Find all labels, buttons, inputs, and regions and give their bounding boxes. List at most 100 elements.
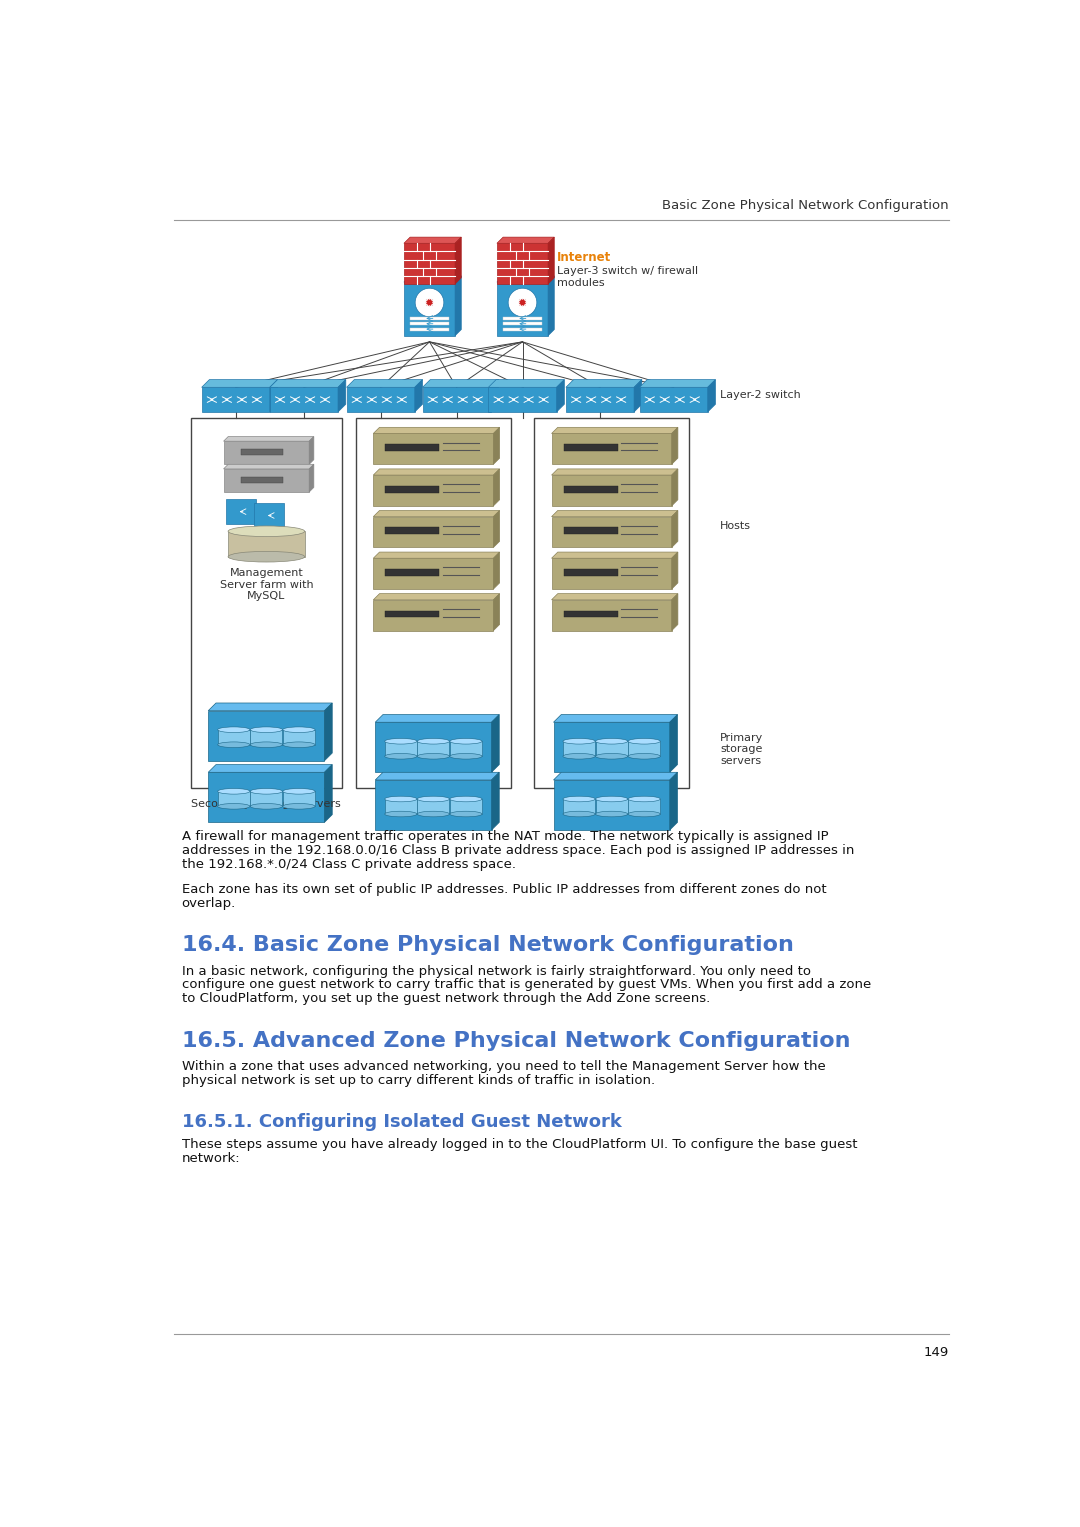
Polygon shape xyxy=(375,715,499,722)
Text: Secondary storage servers: Secondary storage servers xyxy=(191,799,341,809)
Polygon shape xyxy=(490,380,499,412)
Text: network:: network: xyxy=(181,1151,240,1165)
Text: Primary
storage
servers: Primary storage servers xyxy=(720,733,764,765)
Circle shape xyxy=(426,298,433,307)
Polygon shape xyxy=(415,380,422,412)
Polygon shape xyxy=(556,380,565,412)
Ellipse shape xyxy=(417,796,449,802)
Polygon shape xyxy=(494,428,500,464)
Ellipse shape xyxy=(417,753,449,759)
Polygon shape xyxy=(374,434,494,464)
Ellipse shape xyxy=(595,739,627,744)
Polygon shape xyxy=(374,553,500,559)
Polygon shape xyxy=(375,773,499,780)
Polygon shape xyxy=(552,469,678,475)
Polygon shape xyxy=(254,502,284,528)
Polygon shape xyxy=(564,570,618,576)
Polygon shape xyxy=(347,380,422,388)
Ellipse shape xyxy=(629,811,660,817)
Polygon shape xyxy=(707,380,715,412)
Ellipse shape xyxy=(417,811,449,817)
Ellipse shape xyxy=(449,739,482,744)
Polygon shape xyxy=(629,799,660,814)
Ellipse shape xyxy=(384,796,417,802)
Text: to CloudPlatform, you set up the guest network through the Add Zone screens.: to CloudPlatform, you set up the guest n… xyxy=(181,993,710,1005)
Polygon shape xyxy=(324,765,333,823)
Polygon shape xyxy=(374,559,494,589)
Polygon shape xyxy=(270,388,338,412)
Ellipse shape xyxy=(563,796,595,802)
Polygon shape xyxy=(404,243,455,284)
Polygon shape xyxy=(491,715,499,773)
Ellipse shape xyxy=(251,742,283,748)
Ellipse shape xyxy=(283,727,315,733)
Ellipse shape xyxy=(629,739,660,744)
Polygon shape xyxy=(224,441,309,464)
Polygon shape xyxy=(404,282,455,336)
Polygon shape xyxy=(595,741,627,756)
Polygon shape xyxy=(503,318,542,319)
Ellipse shape xyxy=(449,811,482,817)
Ellipse shape xyxy=(384,811,417,817)
Text: 16.4. Basic Zone Physical Network Configuration: 16.4. Basic Zone Physical Network Config… xyxy=(181,936,794,956)
Text: 149: 149 xyxy=(923,1345,948,1359)
Text: Internet: Internet xyxy=(557,250,611,264)
Polygon shape xyxy=(386,527,440,534)
Polygon shape xyxy=(374,600,494,631)
Polygon shape xyxy=(494,594,500,631)
Polygon shape xyxy=(552,428,678,434)
Polygon shape xyxy=(374,428,500,434)
Ellipse shape xyxy=(595,811,627,817)
Ellipse shape xyxy=(595,753,627,759)
Ellipse shape xyxy=(283,788,315,794)
Text: Pod 2: Pod 2 xyxy=(596,799,627,809)
Circle shape xyxy=(509,289,537,316)
Text: In a basic network, configuring the physical network is fairly straightforward. : In a basic network, configuring the phys… xyxy=(181,965,810,977)
Polygon shape xyxy=(629,741,660,756)
Ellipse shape xyxy=(629,796,660,802)
Circle shape xyxy=(415,289,444,316)
Polygon shape xyxy=(202,388,270,412)
Polygon shape xyxy=(224,464,314,469)
Text: Pod 1: Pod 1 xyxy=(418,799,449,809)
Ellipse shape xyxy=(283,803,315,809)
Polygon shape xyxy=(404,276,461,282)
Ellipse shape xyxy=(629,753,660,759)
Polygon shape xyxy=(309,437,314,464)
Polygon shape xyxy=(491,773,499,831)
Polygon shape xyxy=(639,380,715,388)
Polygon shape xyxy=(497,237,554,243)
Polygon shape xyxy=(564,444,618,450)
Polygon shape xyxy=(639,388,707,412)
Text: Layer-3 switch w/ firewall
modules: Layer-3 switch w/ firewall modules xyxy=(557,266,699,289)
Polygon shape xyxy=(374,594,500,600)
Ellipse shape xyxy=(228,551,305,562)
Polygon shape xyxy=(494,510,500,548)
Polygon shape xyxy=(672,510,678,548)
Polygon shape xyxy=(564,486,618,493)
Polygon shape xyxy=(552,434,672,464)
Ellipse shape xyxy=(384,739,417,744)
Polygon shape xyxy=(410,328,449,331)
Polygon shape xyxy=(386,611,440,617)
Polygon shape xyxy=(386,444,440,450)
Polygon shape xyxy=(455,276,461,336)
Polygon shape xyxy=(497,276,554,282)
Polygon shape xyxy=(410,322,449,325)
Text: Management
Server farm with
MySQL: Management Server farm with MySQL xyxy=(219,568,313,602)
Polygon shape xyxy=(224,469,309,492)
Polygon shape xyxy=(566,388,634,412)
Ellipse shape xyxy=(251,803,283,809)
Ellipse shape xyxy=(218,803,249,809)
Polygon shape xyxy=(548,276,554,336)
Polygon shape xyxy=(374,510,500,516)
Polygon shape xyxy=(552,475,672,505)
Polygon shape xyxy=(552,600,672,631)
Polygon shape xyxy=(563,799,595,814)
Polygon shape xyxy=(595,799,627,814)
Polygon shape xyxy=(374,475,494,505)
Polygon shape xyxy=(566,380,642,388)
Ellipse shape xyxy=(251,788,283,794)
Ellipse shape xyxy=(384,753,417,759)
Polygon shape xyxy=(283,791,315,806)
